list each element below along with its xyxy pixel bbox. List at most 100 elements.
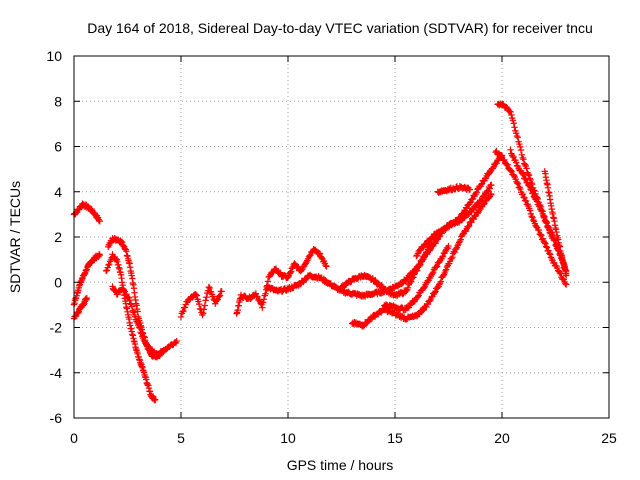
data-point xyxy=(516,143,524,151)
data-point xyxy=(306,252,313,260)
data-point xyxy=(526,207,534,214)
x-tick-label: 15 xyxy=(387,430,403,446)
data-point xyxy=(456,239,463,246)
data-point xyxy=(437,278,445,285)
data-point xyxy=(320,275,328,283)
data-point xyxy=(159,347,167,355)
data-point xyxy=(527,186,534,193)
data-point xyxy=(431,289,438,296)
data-point xyxy=(546,250,553,257)
data-point xyxy=(443,263,451,271)
data-point xyxy=(473,189,480,196)
data-point xyxy=(545,247,552,254)
data-point xyxy=(497,153,505,160)
data-point xyxy=(216,292,224,299)
data-point xyxy=(513,132,521,140)
data-point xyxy=(253,293,260,300)
data-point xyxy=(421,252,429,259)
data-point xyxy=(106,261,113,268)
data-point xyxy=(83,294,91,302)
data-point xyxy=(529,190,537,197)
data-point xyxy=(523,165,530,172)
data-point xyxy=(433,263,440,271)
data-point xyxy=(96,217,103,225)
data-point xyxy=(417,246,425,254)
data-point xyxy=(432,288,439,295)
y-tick-label: -6 xyxy=(50,410,63,426)
series-track-p xyxy=(492,147,570,288)
data-point xyxy=(403,287,410,295)
series-track-j xyxy=(338,152,506,299)
data-point xyxy=(542,243,550,250)
data-point xyxy=(416,262,423,270)
data-markers xyxy=(70,100,570,404)
data-point xyxy=(520,171,527,179)
x-tick-label: 20 xyxy=(494,430,510,446)
series-track-l xyxy=(381,242,452,314)
data-point xyxy=(489,165,497,172)
data-point xyxy=(563,270,570,277)
data-point xyxy=(429,270,436,277)
series-track-c xyxy=(70,294,91,322)
data-point xyxy=(284,273,292,281)
data-point xyxy=(563,281,570,288)
data-point xyxy=(481,175,489,182)
y-tick-label: -2 xyxy=(50,320,63,336)
data-point xyxy=(439,272,447,280)
data-point xyxy=(410,271,418,278)
data-point xyxy=(259,304,266,311)
data-point xyxy=(520,193,527,201)
data-point xyxy=(408,275,416,282)
data-point xyxy=(323,263,330,270)
data-point xyxy=(512,130,520,137)
data-point xyxy=(465,222,473,230)
data-point xyxy=(131,313,139,320)
data-point xyxy=(488,181,495,189)
grid-lines xyxy=(74,56,609,418)
series-track-n xyxy=(434,182,474,196)
data-point xyxy=(456,237,464,245)
data-point xyxy=(501,156,508,164)
data-point xyxy=(177,313,185,321)
chart-title: Day 164 of 2018, Sidereal Day-to-day VTE… xyxy=(87,20,593,36)
data-point xyxy=(114,291,121,298)
data-point xyxy=(254,293,261,301)
data-point xyxy=(173,337,180,345)
data-point xyxy=(525,170,532,178)
data-point xyxy=(260,296,268,303)
data-point xyxy=(539,210,546,218)
data-point xyxy=(433,263,441,270)
data-point xyxy=(430,239,438,247)
data-point xyxy=(527,176,534,184)
x-tick-label: 5 xyxy=(177,430,185,446)
data-point xyxy=(525,181,533,189)
data-point xyxy=(379,283,386,290)
data-point xyxy=(465,223,472,231)
data-point xyxy=(507,167,515,174)
data-point xyxy=(516,140,523,148)
data-point xyxy=(466,186,474,193)
data-point xyxy=(160,346,168,354)
data-point xyxy=(525,172,533,179)
data-point xyxy=(508,111,515,119)
data-point xyxy=(213,296,221,304)
data-point xyxy=(436,281,443,288)
data-point xyxy=(410,274,417,281)
data-point xyxy=(454,242,461,249)
y-tick-label: 2 xyxy=(54,229,62,245)
y-tick-label: -4 xyxy=(50,365,63,381)
data-point xyxy=(206,284,213,292)
data-point xyxy=(192,291,200,299)
data-point xyxy=(452,245,460,253)
data-point xyxy=(488,190,495,198)
series-track-h xyxy=(233,246,330,317)
x-axis-label: GPS time / hours xyxy=(287,457,394,473)
data-point xyxy=(140,336,148,344)
data-point xyxy=(129,307,136,314)
data-point xyxy=(368,315,375,323)
data-point xyxy=(486,185,493,192)
data-point xyxy=(371,276,379,284)
data-point xyxy=(520,156,527,163)
data-point xyxy=(517,146,525,154)
